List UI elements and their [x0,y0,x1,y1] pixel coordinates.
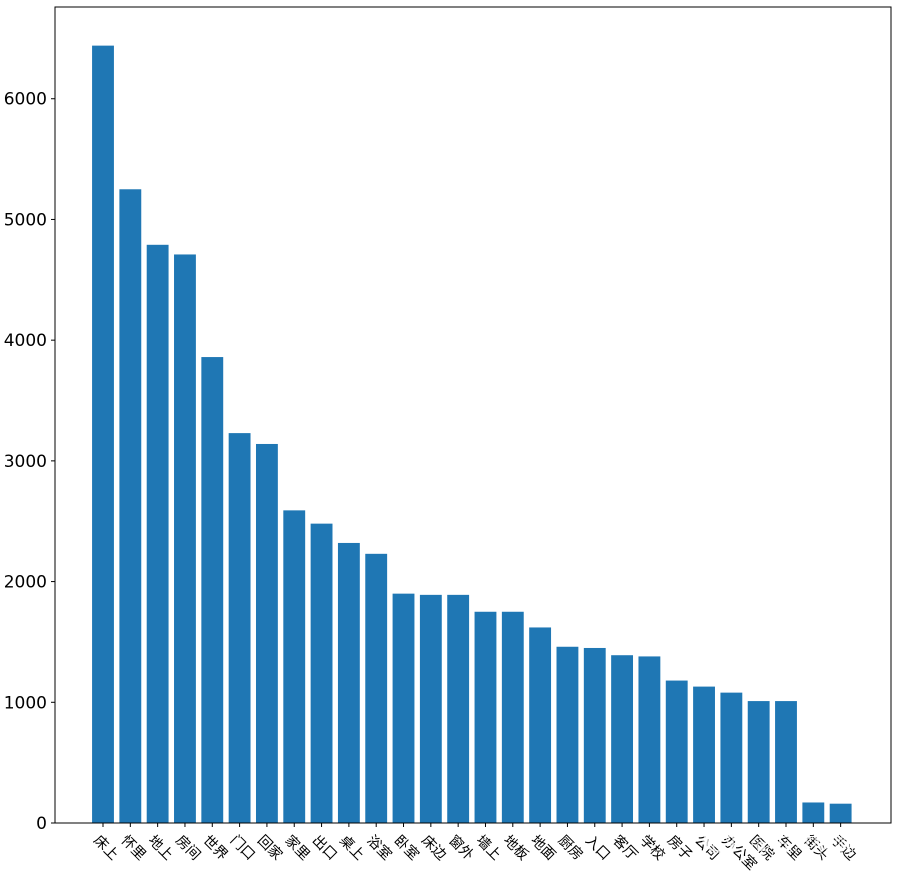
bar-1 [119,189,142,823]
x-tick-label: 床上 [90,833,121,864]
x-tick-label: 厨房 [555,833,586,864]
x-tick-label: 桌上 [336,833,367,864]
y-tick-label: 3000 [4,452,47,472]
x-tick-label: 门口 [227,833,258,864]
y-tick-label: 2000 [4,573,47,593]
bar-2 [146,244,169,824]
bar-11 [392,593,415,823]
bar-6 [255,443,278,823]
bar-16 [529,627,552,823]
x-tick-label: 地面 [527,833,558,864]
y-tick-label: 6000 [4,90,47,110]
bar-27 [829,803,852,823]
bar-4 [201,357,224,823]
bar-20 [638,656,661,823]
bar-13 [447,594,470,823]
x-tick-label: 怀里 [117,833,148,864]
bar-22 [693,686,715,823]
bar-24 [747,701,770,823]
plot-frame [54,6,892,824]
bar-0 [92,45,114,823]
x-tick-label: 客厅 [609,832,641,864]
x-tick-label: 入口 [582,833,613,864]
bar-14 [474,611,497,823]
bar-17 [556,646,579,823]
x-tick-label: 地上 [145,833,176,864]
bar-5 [228,433,251,823]
bar-26 [802,802,825,823]
bar-25 [775,701,797,823]
y-tick-label: 1000 [4,693,47,713]
bar-3 [174,254,196,823]
x-tick-label: 出口 [309,833,340,864]
bar-19 [611,655,634,823]
x-tick-label: 卧室 [391,832,423,864]
bar-15 [501,611,524,823]
x-tick-label: 地板 [500,833,531,864]
bars-group [92,45,852,824]
bar-10 [365,553,388,823]
bar-21 [665,680,688,823]
y-tick-label: 4000 [4,331,47,351]
watermark-text: 知乎 @五常啊啊哒 [701,833,876,857]
bar-9 [337,542,360,823]
x-tick-label: 房间 [172,833,203,864]
x-tick-label: 浴室 [363,832,395,864]
x-tick-label: 学校 [637,832,669,864]
bar-23 [720,692,743,823]
x-tick-label: 床边 [418,833,449,864]
bar-7 [283,510,306,823]
x-tick-label: 房子 [664,833,695,864]
x-tick-label: 窗外 [445,832,477,864]
x-tick-label: 墙上 [473,833,504,864]
bar-12 [419,594,442,823]
y-tick-label: 5000 [4,210,47,230]
x-tick-label: 世界 [199,833,230,864]
y-tick-label: 0 [36,814,47,834]
y-axis: 0 1000 2000 3000 4000 5000 6000 [4,90,55,834]
bar-8 [310,523,333,823]
x-tick-label: 家里 [281,832,313,864]
x-tick-label: 回家 [254,832,286,864]
bar-18 [583,647,606,823]
